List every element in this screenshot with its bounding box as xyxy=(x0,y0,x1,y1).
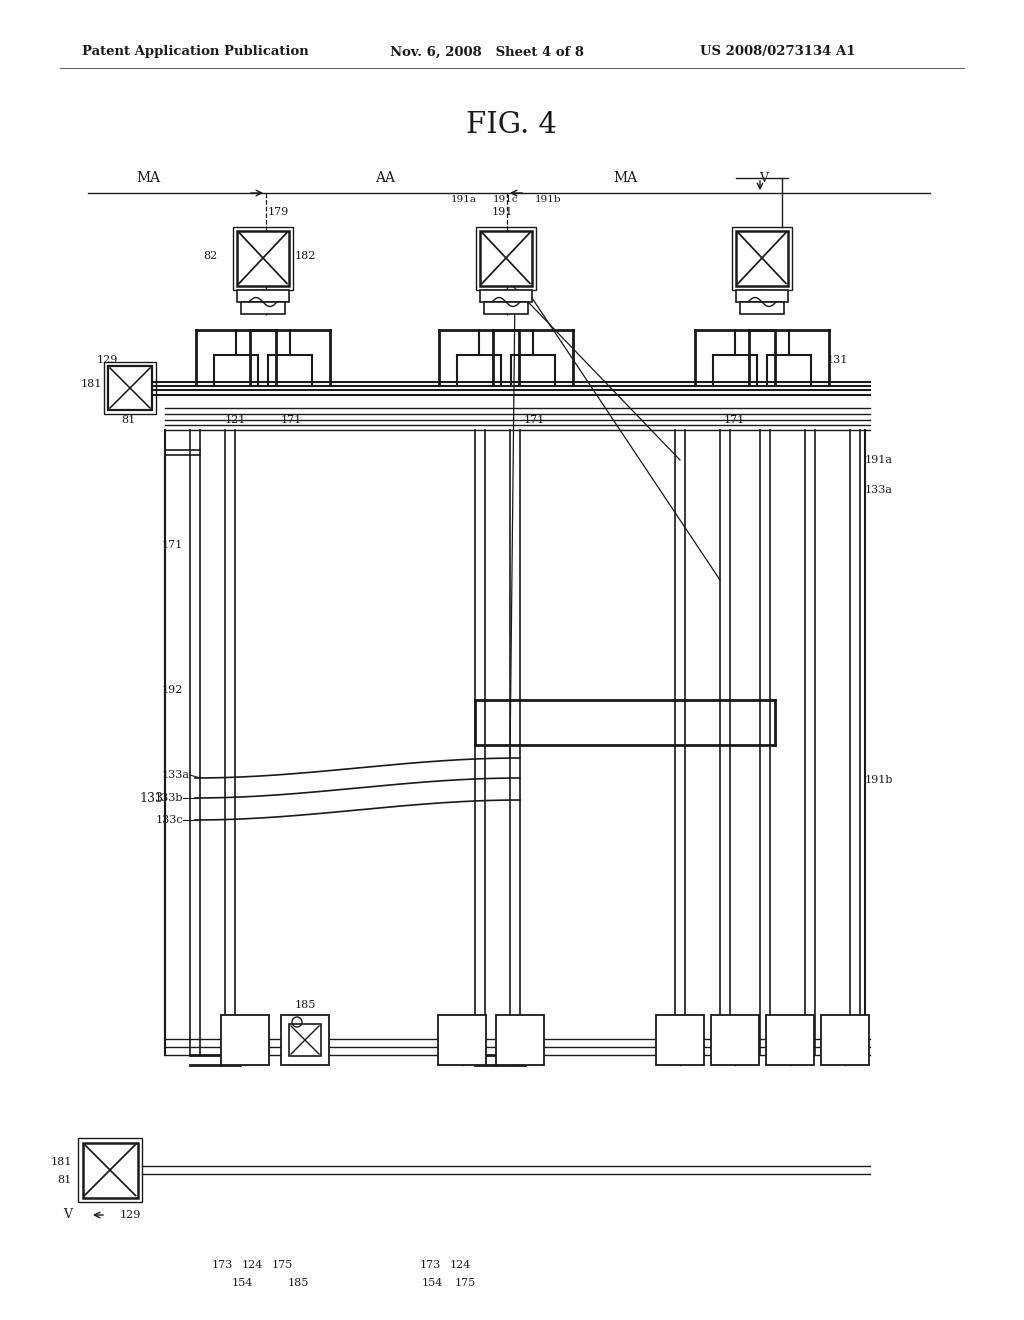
Text: 191a: 191a xyxy=(865,455,893,465)
Text: 175: 175 xyxy=(271,1261,293,1270)
Text: 121: 121 xyxy=(224,414,246,425)
Bar xyxy=(289,1024,321,1056)
Bar xyxy=(221,1015,269,1065)
Bar xyxy=(237,231,289,285)
Text: 191a: 191a xyxy=(451,195,477,205)
Text: 131: 131 xyxy=(827,355,848,366)
Text: 173: 173 xyxy=(420,1261,440,1270)
Bar xyxy=(237,289,289,301)
Text: Nov. 6, 2008   Sheet 4 of 8: Nov. 6, 2008 Sheet 4 of 8 xyxy=(390,45,584,58)
Bar xyxy=(233,227,293,289)
Text: 129: 129 xyxy=(96,355,118,366)
Text: US 2008/0273134 A1: US 2008/0273134 A1 xyxy=(700,45,855,58)
Bar xyxy=(766,1015,814,1065)
Text: 173: 173 xyxy=(211,1261,232,1270)
Bar xyxy=(821,1015,869,1065)
Text: 124: 124 xyxy=(450,1261,471,1270)
Bar xyxy=(480,231,532,285)
Bar xyxy=(711,1015,759,1065)
Text: 191: 191 xyxy=(492,207,513,216)
Text: 191c: 191c xyxy=(494,195,519,205)
Bar xyxy=(656,1015,705,1065)
Text: 81: 81 xyxy=(121,414,135,425)
Bar xyxy=(476,227,536,289)
Bar xyxy=(241,301,285,314)
Text: 133a: 133a xyxy=(865,484,893,495)
Text: 182: 182 xyxy=(295,251,316,261)
Bar xyxy=(732,227,792,289)
Text: Patent Application Publication: Patent Application Publication xyxy=(82,45,309,58)
Bar xyxy=(736,231,788,285)
Text: V: V xyxy=(63,1209,72,1221)
Bar xyxy=(108,366,152,411)
Bar xyxy=(496,1015,544,1065)
Text: 171: 171 xyxy=(723,414,744,425)
Text: 129: 129 xyxy=(120,1210,141,1220)
Text: 133b: 133b xyxy=(155,793,183,803)
Text: V: V xyxy=(760,172,768,185)
Bar xyxy=(484,301,528,314)
Text: 179: 179 xyxy=(268,207,289,216)
Bar xyxy=(83,1143,137,1197)
Bar xyxy=(736,289,788,301)
Text: MA: MA xyxy=(136,172,160,185)
Text: 133c: 133c xyxy=(156,814,183,825)
Text: 133a: 133a xyxy=(162,770,190,780)
Text: 82: 82 xyxy=(204,251,218,261)
Bar xyxy=(740,301,784,314)
Text: 171: 171 xyxy=(281,414,302,425)
Text: FIG. 4: FIG. 4 xyxy=(467,111,557,139)
Bar xyxy=(78,1138,142,1203)
Bar xyxy=(104,362,156,414)
Text: MA: MA xyxy=(613,172,637,185)
Text: 192: 192 xyxy=(162,685,183,696)
Text: 185: 185 xyxy=(294,1001,315,1010)
Text: 175: 175 xyxy=(455,1278,475,1288)
Bar xyxy=(438,1015,486,1065)
Text: 181: 181 xyxy=(81,379,102,389)
Text: 171: 171 xyxy=(162,540,183,550)
Text: 171: 171 xyxy=(523,414,545,425)
Text: AA: AA xyxy=(375,172,395,185)
Text: 191b: 191b xyxy=(535,195,561,205)
Text: 124: 124 xyxy=(242,1261,263,1270)
Text: 185: 185 xyxy=(288,1278,308,1288)
Text: 81: 81 xyxy=(57,1175,72,1185)
Bar xyxy=(480,289,532,301)
Bar xyxy=(281,1015,329,1065)
Text: 191b: 191b xyxy=(865,775,894,785)
Text: 154: 154 xyxy=(231,1278,253,1288)
Text: 133: 133 xyxy=(139,792,163,804)
Text: 154: 154 xyxy=(421,1278,442,1288)
Text: 181: 181 xyxy=(50,1158,72,1167)
